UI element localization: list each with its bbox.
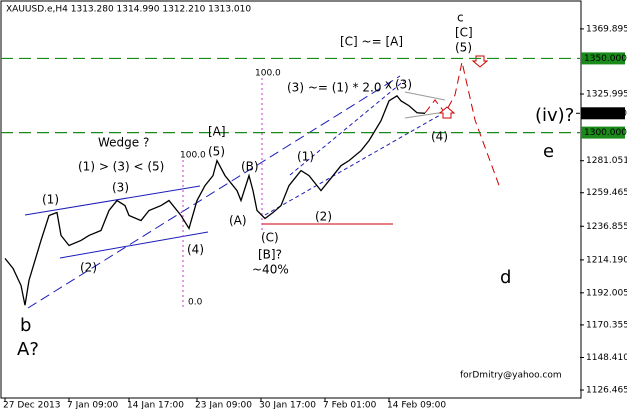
wave-label: (2) xyxy=(315,210,332,224)
projection xyxy=(424,61,501,189)
wave-label: (B) xyxy=(241,160,259,174)
wave-label: [C] xyxy=(455,26,473,40)
y-tick-label: 1369.895 xyxy=(586,24,627,34)
level-label: 1350.000 xyxy=(584,54,627,64)
plot-frame xyxy=(0,0,582,399)
wedge-upper xyxy=(24,185,201,216)
wave-label: [B]? xyxy=(258,248,282,262)
wave-label: 0.0 xyxy=(188,298,203,308)
y-tick-label: 1214.190 xyxy=(586,255,627,265)
channel-lower xyxy=(264,114,441,216)
wave-label: (1) xyxy=(297,150,314,164)
triangle-line xyxy=(404,111,446,119)
wave-label: [C] ~= [A] xyxy=(340,35,403,49)
wave-label: [A] xyxy=(208,125,226,139)
wave-label: (5) xyxy=(455,41,472,55)
wave-label: Wedge ? xyxy=(98,136,149,150)
x-tick-label: 30 Jan 17:00 xyxy=(259,401,316,409)
wave-label: (3) xyxy=(395,78,412,92)
triangle-line xyxy=(404,91,446,101)
wave-label: x xyxy=(385,78,392,92)
x-tick-label: 23 Jan 09:00 xyxy=(195,401,252,409)
wave-label: (3) ~= (1) * 2.0 xyxy=(287,81,381,95)
wave-label: c xyxy=(457,11,464,25)
header: XAUUSD.e,H4 1313.280 1314.990 1312.210 1… xyxy=(6,5,251,15)
y-tick-label: 1170.355 xyxy=(586,320,627,330)
y-tick-label: 1259.465 xyxy=(586,188,627,198)
wave-label: (3) xyxy=(112,181,129,195)
wave-label: (iv)? xyxy=(535,105,574,126)
wave-label: forDmitry@yahoo.com xyxy=(460,371,562,381)
wave-label: 100.0 xyxy=(255,69,281,79)
wave-label: 100.0 xyxy=(180,151,206,161)
channel-upper xyxy=(289,79,406,176)
wave-label: (1) xyxy=(42,193,59,207)
x-tick-label: 27 Dec 2013 xyxy=(3,401,61,409)
wave-label: d xyxy=(500,267,511,288)
arrow-icon xyxy=(438,106,456,119)
wave-label: ~40% xyxy=(252,263,289,277)
x-tick-label: 14 Jan 17:00 xyxy=(127,401,184,409)
y-tick-label: 1325.995 xyxy=(586,90,627,100)
y-tick-label: 1148.410 xyxy=(586,353,627,363)
wave-label: (4) xyxy=(431,130,448,144)
wave-label: (4) xyxy=(187,243,204,257)
level-box xyxy=(581,126,625,139)
wave-label: (2) xyxy=(80,261,97,275)
level-label: 1300.000 xyxy=(584,128,627,138)
y-tick-label: 1236.855 xyxy=(586,222,627,232)
price-box xyxy=(581,107,625,120)
wave-label: e xyxy=(543,141,554,162)
x-tick-label: 7 Feb 01:00 xyxy=(323,401,377,409)
wave-label: b xyxy=(20,315,31,336)
level-box xyxy=(581,52,625,65)
wave-drawings xyxy=(24,55,501,309)
wave-label: (5) xyxy=(208,145,225,159)
wave-label: (A) xyxy=(229,214,247,228)
wave-label: (1) > (3) < (5) xyxy=(78,160,164,174)
y-tick-label: 1281.051 xyxy=(586,156,627,166)
y-tick-label: 1126.465 xyxy=(586,386,627,396)
x-tick-label: 7 Jan 09:00 xyxy=(67,401,119,409)
channel-line xyxy=(27,75,401,309)
x-tick-label: 14 Feb 09:00 xyxy=(387,401,446,409)
wave-label: A? xyxy=(17,339,39,360)
price-line xyxy=(4,94,426,306)
wave-label: (C) xyxy=(261,231,279,245)
price-label: 1313.010 xyxy=(584,109,627,119)
y-tick-label: 1192.005 xyxy=(586,288,627,298)
